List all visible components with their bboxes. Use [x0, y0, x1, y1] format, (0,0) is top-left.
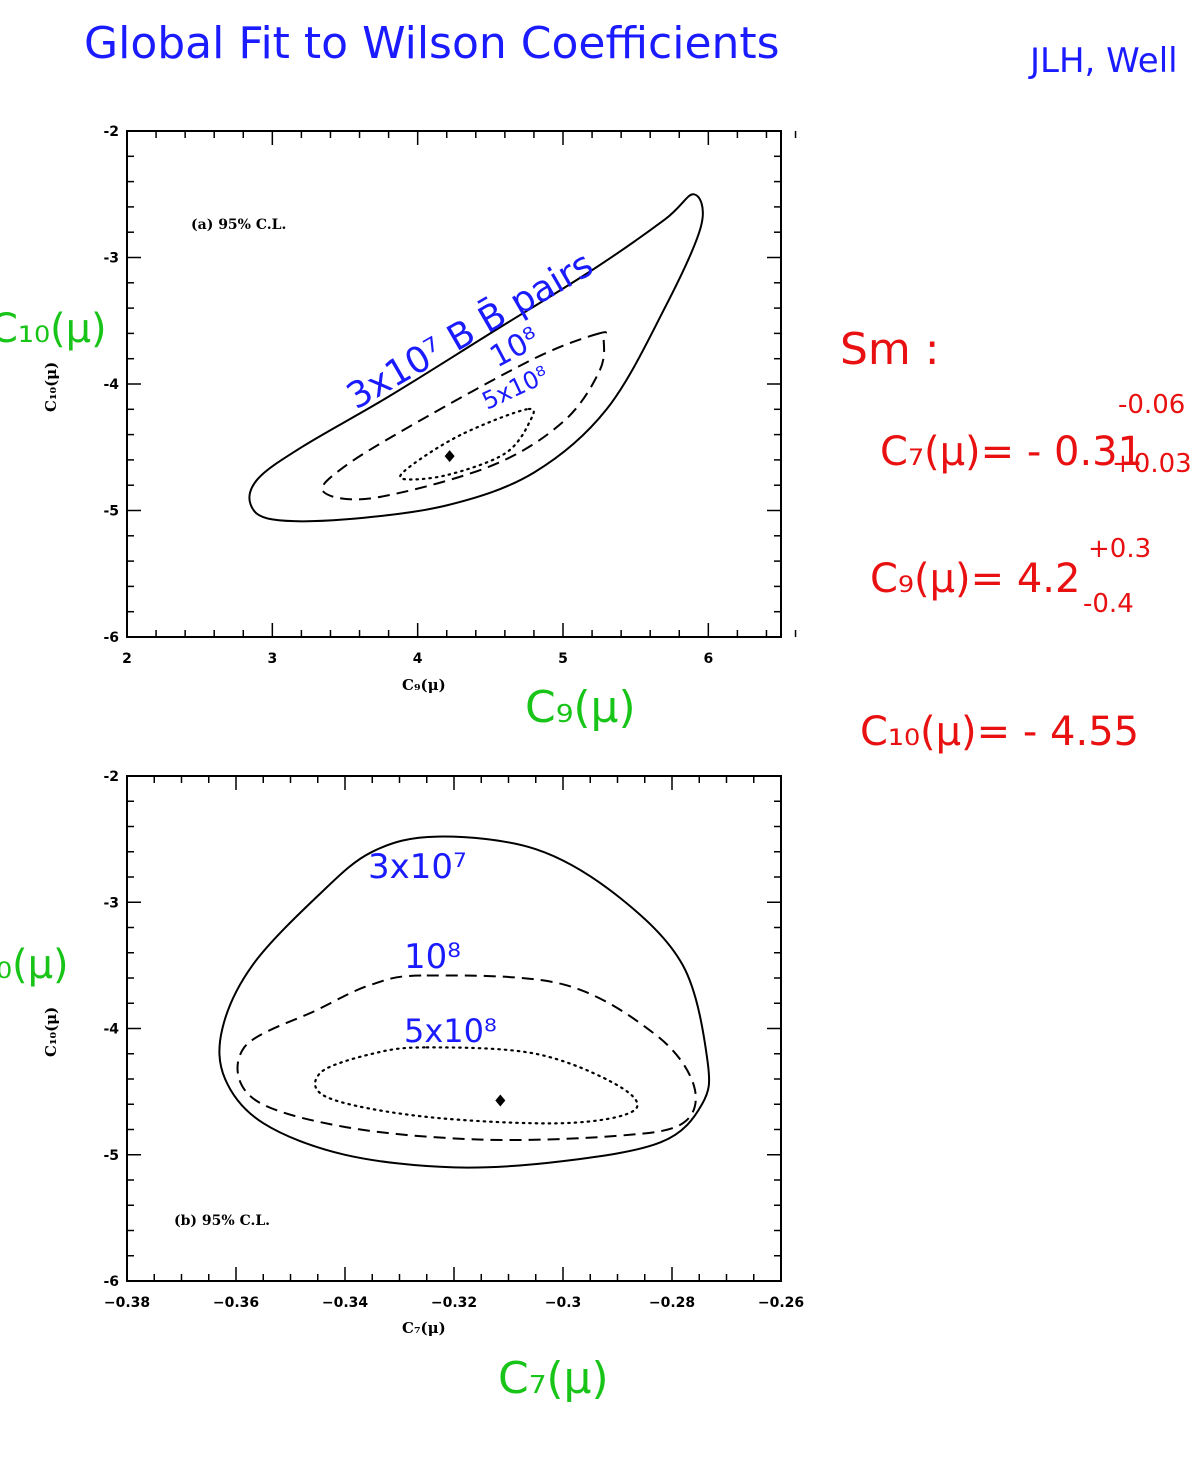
panel-b-contour-dashed [236, 974, 697, 1142]
panel-b-x-tick-label: −0.36 [213, 1295, 259, 1311]
panel-a-handwritten-ylabel: C₁₀(μ) [0, 306, 107, 352]
panel-b-ticks [126, 775, 782, 1282]
panel-b-y-tick-label: -2 [103, 769, 119, 785]
panel-b-contour-dotted [314, 1046, 639, 1125]
panel-a-y-tick-label: -5 [103, 504, 119, 520]
panel-b-x-tick-label: −0.34 [322, 1295, 369, 1311]
panel-b-x-tick-label: −0.32 [431, 1295, 477, 1311]
panel-a-y-axis-label: C₁₀(μ) [42, 362, 60, 412]
panel-b-chart: −0.38 −0.36 −0.34 −0.32 −0.3 −0.28 −0.26 -2 -3 -4… [42, 769, 804, 1337]
panel-b-best-fit-point [495, 1094, 506, 1107]
panel-b-y-axis-label: C₁₀(μ) [42, 1007, 60, 1057]
panel-a-best-fit-point [444, 450, 455, 463]
panel-a-contours [248, 193, 704, 523]
panel-a-x-tick-label: 4 [413, 651, 423, 667]
panel-b-y-tick-label: -4 [103, 1022, 119, 1038]
sm-c9-upper: +0.3 [1088, 534, 1151, 564]
panel-b-y-tick-label: -6 [103, 1274, 119, 1290]
sm-heading: Sm : [840, 324, 940, 375]
panel-a-x-tick-label: 5 [558, 651, 568, 667]
panel-b-y-tick-label: -3 [103, 895, 119, 911]
panel-a-ticks [126, 130, 797, 638]
panel-a-y-tick-label: -3 [103, 251, 119, 267]
panel-a-contour-label-dotted: 5x10⁸ [478, 361, 553, 416]
sm-values: Sm : C₇(μ)= - 0.31 -0.06 +0.03 C₉(μ)= 4.… [840, 324, 1192, 755]
panel-a-contour-label-solid: 3x10⁷ B B̄ pairs [339, 243, 600, 418]
panel-b-y-tick-label: -5 [103, 1148, 119, 1164]
panel-a-tick-labels: 2 3 4 5 6 -2 -3 -4 -5 -6 [103, 124, 713, 667]
panel-a-x-tick-label: 6 [703, 651, 713, 667]
panel-b-x-tick-label: −0.3 [545, 1295, 582, 1311]
panel-a-y-tick-label: -2 [103, 124, 119, 140]
panel-b-label: (b) 95% C.L. [174, 1213, 270, 1229]
sm-c9-lower: -0.4 [1083, 589, 1134, 619]
panel-a-contour-dashed [321, 331, 607, 501]
sm-c7-lower: +0.03 [1112, 449, 1192, 479]
panel-b-x-tick-label: −0.28 [649, 1295, 695, 1311]
panel-a-y-tick-label: -6 [103, 630, 119, 646]
panel-b-contours [218, 835, 711, 1169]
panel-a-contour-dotted [399, 407, 535, 481]
panel-a-contour-solid [248, 193, 704, 523]
sm-c9-value: C₉(μ)= 4.2 [870, 556, 1080, 602]
panel-b-x-tick-label: −0.26 [758, 1295, 804, 1311]
panel-a-frame [126, 130, 782, 638]
sm-c7-value: C₇(μ)= - 0.31 [880, 429, 1143, 475]
panel-a-x-tick-label: 3 [267, 651, 277, 667]
panel-b-contour-label-dotted: 5x10⁸ [404, 1012, 497, 1050]
panel-b-handwritten-ylabel: C₁₀(μ) [0, 942, 69, 988]
slide-authors: JLH, Well [1028, 41, 1178, 81]
panel-b-x-tick-label: −0.38 [104, 1295, 150, 1311]
panel-a-x-axis-label: C₉(μ) [402, 676, 446, 694]
panel-b-handwritten-xlabel: C₇(μ) [498, 1353, 609, 1404]
panel-a-chart: 2 3 4 5 6 -2 -3 -4 -5 -6 (a) 95% C.L. C₉(μ) C₁₀(μ… [42, 124, 797, 694]
sm-c10-value: C₁₀(μ)= - 4.55 [860, 709, 1139, 755]
panel-a-y-tick-label: -4 [103, 377, 119, 393]
panel-a-label: (a) 95% C.L. [191, 217, 286, 233]
panel-b-x-axis-label: C₇(μ) [402, 1319, 446, 1337]
slide-title: Global Fit to Wilson Coefficients [84, 18, 780, 69]
panel-b-contour-label-dashed: 10⁸ [404, 937, 461, 977]
sm-c7-upper: -0.06 [1118, 390, 1185, 420]
panel-a-x-tick-label: 2 [122, 651, 132, 667]
panel-b-contour-label-solid: 3x10⁷ [368, 847, 467, 887]
panel-b-contour-solid [218, 835, 711, 1169]
panel-b-tick-labels: −0.38 −0.36 −0.34 −0.32 −0.3 −0.28 −0.26 -2 -3 -4… [103, 769, 804, 1311]
panel-a-handwritten-xlabel: C₉(μ) [525, 682, 636, 733]
